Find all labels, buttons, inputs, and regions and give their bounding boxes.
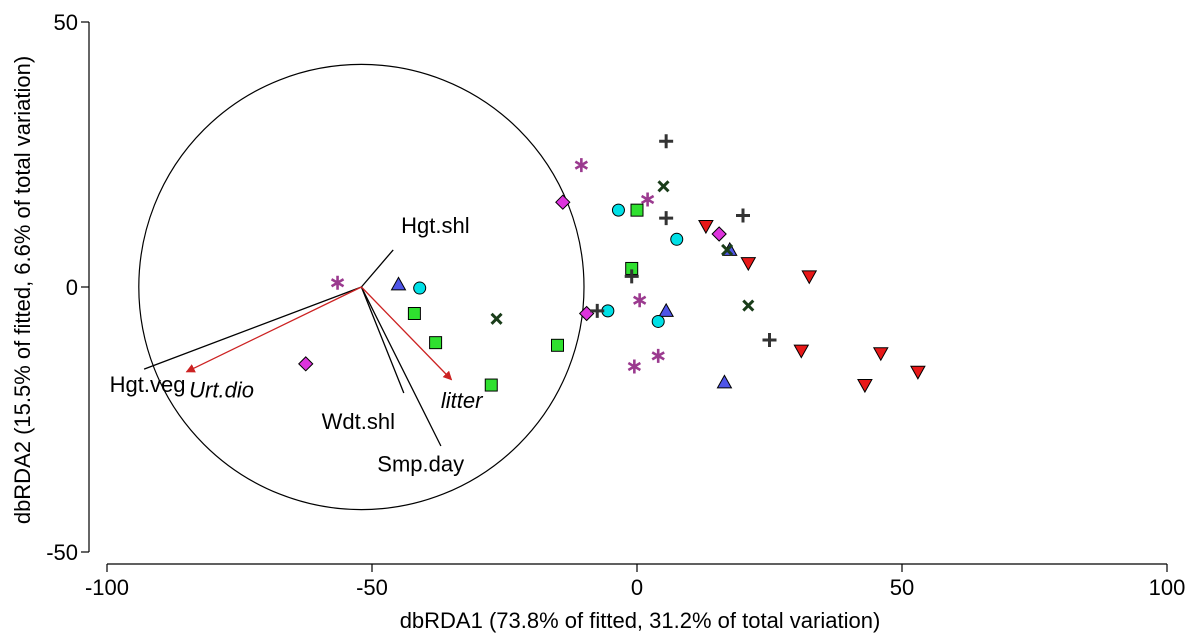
x-tick-label: 100: [1149, 575, 1186, 600]
point-asterisk: [632, 293, 647, 308]
point-asterisk: [574, 158, 589, 173]
vector-label-urt-dio: Urt.dio: [189, 377, 254, 402]
x-axis-label: dbRDA1 (73.8% of fitted, 31.2% of total …: [400, 608, 881, 633]
point-triangle-down: [910, 365, 926, 380]
vector-label-hgt-shl: Hgt.shl: [401, 213, 469, 238]
point-x: [721, 243, 734, 256]
point-plus: [590, 303, 605, 318]
point-triangle-down: [872, 347, 889, 362]
point-x: [657, 180, 670, 193]
point-diamond: [298, 356, 314, 372]
point-diamond: [555, 194, 571, 210]
point-plus: [624, 269, 639, 284]
vector-label-hgt-veg: Hgt.veg: [110, 372, 186, 397]
x-tick-label: 50: [890, 575, 914, 600]
axes: -100 -50 0 50 100 -50 0 50: [46, 10, 1185, 600]
point-triangle-down: [793, 344, 810, 359]
vector-litter: [360, 286, 453, 381]
point-plus: [762, 333, 777, 347]
vector-urt-dio: [185, 286, 362, 373]
vector-hgt-shl: [360, 249, 394, 288]
vector-label-litter: litter: [441, 388, 484, 413]
point-triangle-down: [698, 220, 714, 235]
point-circle: [651, 314, 665, 328]
vector-label-wdt-shl: Wdt.shl: [322, 409, 395, 434]
y-axis-label: dbRDA2 (15.5% of fitted, 6.6% of total v…: [10, 56, 35, 524]
y-tick-label: 0: [66, 275, 78, 300]
y-tick-label: 50: [54, 10, 78, 35]
point-square: [630, 203, 644, 217]
correlation-circle-layer: [138, 63, 585, 511]
y-tick-label: -50: [46, 540, 78, 565]
point-square: [407, 307, 421, 320]
points-layer: [298, 134, 926, 394]
point-plus: [659, 134, 674, 149]
point-plus: [659, 211, 674, 226]
point-diamond: [711, 226, 727, 242]
point-plus: [736, 208, 750, 223]
point-square: [551, 338, 564, 352]
vectors-layer: Hgt.shl Hgt.veg Wdt.shl Smp.day Urt.dio litte…: [110, 213, 484, 477]
point-triangle-down: [801, 270, 818, 285]
point-triangle-up: [716, 374, 733, 389]
point-triangle-up: [658, 302, 675, 317]
point-asterisk: [640, 192, 655, 207]
point-asterisk: [651, 348, 665, 363]
point-triangle-down: [740, 257, 757, 272]
point-x: [490, 312, 503, 325]
point-x: [742, 299, 755, 312]
vector-smp-day: [360, 286, 442, 447]
x-tick-label: -50: [356, 575, 388, 600]
point-square: [429, 336, 443, 350]
point-circle: [413, 281, 427, 295]
vector-label-smp-day: Smp.day: [377, 452, 464, 477]
correlation-circle: [138, 63, 585, 511]
x-tick-label: 0: [631, 575, 643, 600]
point-triangle-down: [857, 379, 873, 394]
point-square: [484, 378, 498, 392]
point-triangle-up: [390, 276, 407, 291]
point-circle: [670, 232, 684, 246]
point-circle: [611, 203, 625, 217]
vector-hgt-veg: [143, 286, 362, 370]
point-asterisk: [330, 275, 345, 290]
vector-wdt-shl: [360, 286, 405, 394]
point-asterisk: [627, 359, 642, 374]
x-tick-label: -100: [85, 575, 129, 600]
